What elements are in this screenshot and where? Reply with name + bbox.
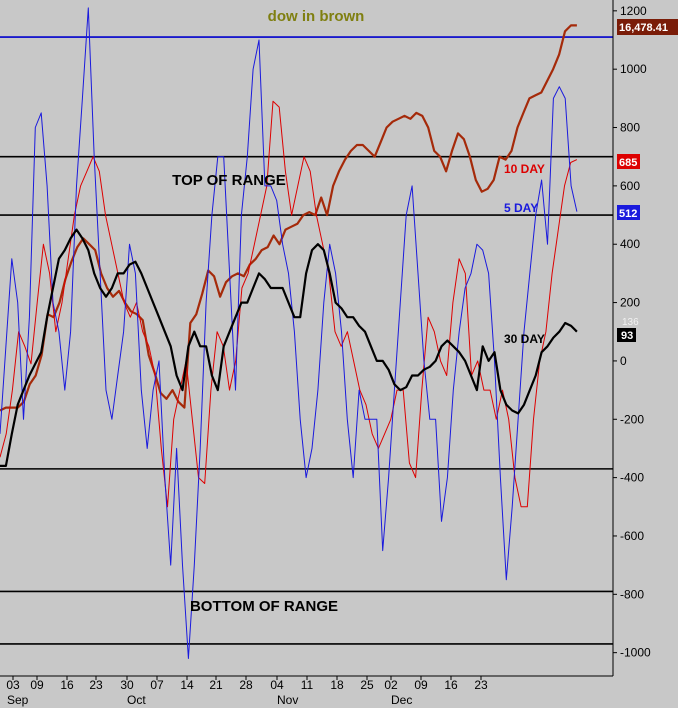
x-tick-label: 21 bbox=[209, 678, 223, 692]
x-tick-label: 18 bbox=[330, 678, 344, 692]
y-tick-label: -800 bbox=[620, 587, 644, 601]
x-tick-label: 11 bbox=[301, 678, 314, 692]
series-line-ten-day bbox=[0, 100, 578, 508]
y-tick-label: -1000 bbox=[620, 646, 651, 660]
x-tick-label: 16 bbox=[444, 678, 458, 692]
five-day-value-text: 512 bbox=[619, 208, 637, 220]
y-tick-label: 200 bbox=[620, 296, 640, 310]
top-of-range-label: TOP OF RANGE bbox=[172, 172, 286, 189]
x-tick-label: 04 bbox=[270, 678, 284, 692]
y-tick-label: 600 bbox=[620, 179, 640, 193]
x-tick-label: 16 bbox=[60, 678, 74, 692]
x-tick-label: 23 bbox=[89, 678, 103, 692]
y-tick-label: 400 bbox=[620, 237, 640, 251]
plot-area bbox=[0, 5, 613, 676]
series-layer bbox=[0, 7, 578, 659]
faint-value-label: 136 bbox=[622, 317, 639, 328]
thirty-day-value-text: 93 bbox=[621, 330, 633, 342]
x-month-label: Oct bbox=[127, 693, 146, 707]
y-tick-label: -200 bbox=[620, 412, 644, 426]
x-axis-ticks: 03 09 16 23 30 07 14 21 28 04 11 18 25 02 09 16 23 Sep Oct… bbox=[6, 676, 488, 707]
legend-10-day: 10 DAY bbox=[504, 162, 545, 176]
y-tick-label: -400 bbox=[620, 471, 644, 485]
y-tick-label: 1000 bbox=[620, 62, 647, 76]
reference-lines bbox=[0, 36, 613, 645]
x-tick-label: 02 bbox=[384, 678, 398, 692]
dow-value-badge: 16,478.41 bbox=[617, 19, 678, 35]
x-tick-label: 03 bbox=[6, 678, 20, 692]
ten-day-value-badge: 685 bbox=[617, 154, 640, 169]
thirty-day-value-badge: 93 bbox=[617, 328, 636, 342]
y-tick-label: 0 bbox=[620, 354, 627, 368]
y-axis-ticks: 1200 1000 800 600 400 200 0 -200 -400 -600 -800 -10… bbox=[613, 4, 651, 660]
y-tick-label: 800 bbox=[620, 121, 640, 135]
x-tick-label: 09 bbox=[30, 678, 44, 692]
x-tick-label: 09 bbox=[414, 678, 428, 692]
series-line-dow bbox=[0, 24, 577, 412]
ten-day-value-text: 685 bbox=[619, 157, 637, 169]
bottom-of-range-label: BOTTOM OF RANGE bbox=[190, 598, 338, 615]
y-tick-label: 1200 bbox=[620, 4, 647, 18]
dow-value-text: 16,478.41 bbox=[619, 22, 668, 34]
legend-30-day: 30 DAY bbox=[504, 332, 545, 346]
x-tick-label: 25 bbox=[360, 678, 374, 692]
x-tick-label: 14 bbox=[180, 678, 194, 692]
x-tick-label: 28 bbox=[239, 678, 253, 692]
y-tick-label: -600 bbox=[620, 529, 644, 543]
series-line-thirty-day bbox=[0, 228, 578, 467]
x-month-label: Dec bbox=[391, 693, 412, 707]
series-line-five-day bbox=[0, 7, 578, 659]
x-month-label: Sep bbox=[7, 693, 29, 707]
x-tick-label: 30 bbox=[120, 678, 134, 692]
x-tick-label: 07 bbox=[150, 678, 164, 692]
x-month-label: Nov bbox=[277, 693, 298, 707]
five-day-value-badge: 512 bbox=[617, 205, 640, 220]
legend-5-day: 5 DAY bbox=[504, 201, 538, 215]
chart-title: dow in brown bbox=[268, 8, 365, 25]
x-tick-label: 23 bbox=[474, 678, 488, 692]
